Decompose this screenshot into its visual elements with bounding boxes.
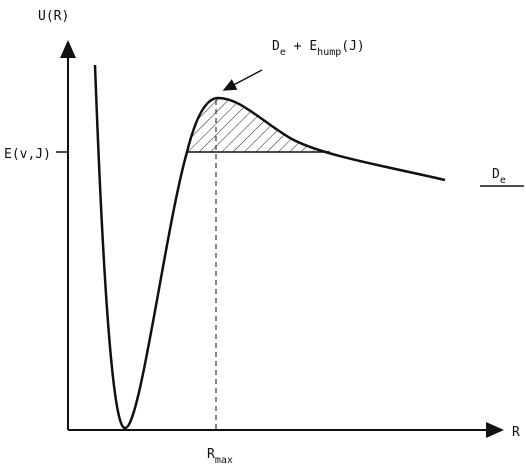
hump-d-sub: e bbox=[280, 47, 286, 58]
y-axis-label: U(R) bbox=[38, 9, 69, 24]
hump-e-sub: hump bbox=[317, 47, 341, 58]
energy-level-label: E(v,J) bbox=[4, 147, 51, 162]
r-max-label: Rmax bbox=[207, 447, 233, 466]
hump-tail: (J) bbox=[341, 39, 364, 54]
hump-arrow bbox=[222, 69, 263, 91]
r-max-main: R bbox=[207, 447, 215, 462]
hump-plus-e: + E bbox=[286, 39, 317, 54]
x-axis-label: R bbox=[512, 425, 520, 440]
hump-label: De + Ehump(J) bbox=[272, 39, 365, 58]
potential-curve bbox=[93, 64, 446, 430]
dissociation-main: D bbox=[492, 167, 500, 182]
hatched-region bbox=[187, 98, 330, 152]
hump-d: D bbox=[272, 39, 280, 54]
dissociation-sub: e bbox=[500, 175, 506, 186]
dissociation-label: De bbox=[492, 167, 506, 186]
r-max-sub: max bbox=[215, 455, 233, 466]
